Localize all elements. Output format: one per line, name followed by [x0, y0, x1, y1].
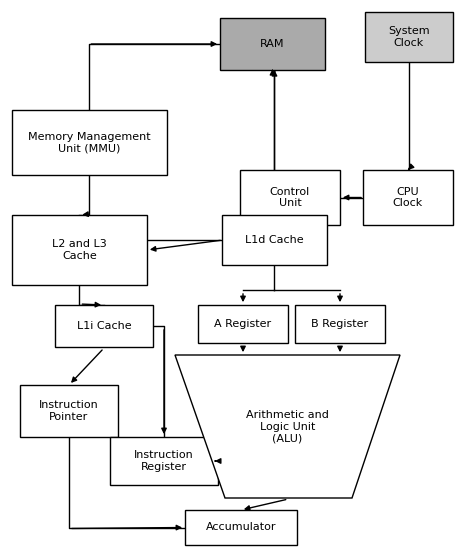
Bar [110, 437, 218, 485]
Polygon shape [175, 355, 400, 498]
Bar [222, 215, 327, 265]
Text: L1i Cache: L1i Cache [77, 321, 131, 331]
Bar [55, 305, 153, 347]
Text: L1d Cache: L1d Cache [245, 235, 304, 245]
Text: A Register: A Register [214, 319, 272, 329]
Bar [295, 305, 385, 343]
Text: L2 and L3
Cache: L2 and L3 Cache [52, 239, 107, 261]
Bar [240, 170, 340, 225]
Text: Arithmetic and
Logic Unit
(ALU): Arithmetic and Logic Unit (ALU) [246, 410, 329, 443]
Bar [20, 385, 118, 437]
Text: Instruction
Pointer: Instruction Pointer [39, 400, 99, 422]
Text: RAM: RAM [260, 39, 285, 49]
Bar [12, 110, 167, 175]
Text: Control
Unit: Control Unit [270, 187, 310, 208]
Text: B Register: B Register [311, 319, 369, 329]
Text: Memory Management
Unit (MMU): Memory Management Unit (MMU) [28, 132, 151, 153]
Text: Accumulator: Accumulator [206, 522, 276, 532]
Text: CPU
Clock: CPU Clock [393, 187, 423, 208]
Bar [185, 510, 297, 545]
Text: Instruction
Register: Instruction Register [134, 450, 194, 472]
Bar [365, 12, 453, 62]
Bar [220, 18, 325, 70]
Bar [363, 170, 453, 225]
Bar [198, 305, 288, 343]
Bar [12, 215, 147, 285]
Text: System
Clock: System Clock [388, 26, 430, 48]
